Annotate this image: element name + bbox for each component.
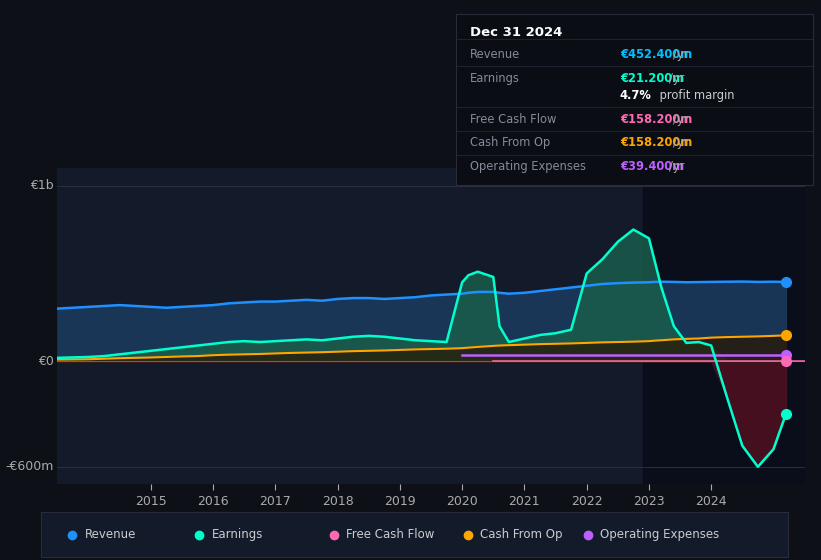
Text: 4.7%: 4.7% xyxy=(620,90,652,102)
Text: /yr: /yr xyxy=(668,160,684,172)
Text: Operating Expenses: Operating Expenses xyxy=(600,528,719,542)
Text: €158.200m: €158.200m xyxy=(620,113,692,127)
Text: /yr: /yr xyxy=(672,49,688,62)
Text: €0: €0 xyxy=(38,355,53,368)
Text: Earnings: Earnings xyxy=(211,528,263,542)
Text: -€600m: -€600m xyxy=(6,460,53,473)
Text: Free Cash Flow: Free Cash Flow xyxy=(346,528,434,542)
Text: Cash From Op: Cash From Op xyxy=(470,136,550,148)
Text: profit margin: profit margin xyxy=(656,90,734,102)
Text: €1b: €1b xyxy=(30,179,53,192)
Text: €452.400m: €452.400m xyxy=(620,49,692,62)
Text: Revenue: Revenue xyxy=(470,49,521,62)
Text: €39.400m: €39.400m xyxy=(620,160,684,172)
Text: Cash From Op: Cash From Op xyxy=(480,528,563,542)
Text: /yr: /yr xyxy=(668,72,684,86)
Text: Operating Expenses: Operating Expenses xyxy=(470,160,586,172)
Text: €21.200m: €21.200m xyxy=(620,72,684,86)
Text: €158.200m: €158.200m xyxy=(620,136,692,148)
Bar xyxy=(643,168,805,484)
Text: /yr: /yr xyxy=(672,136,688,148)
Text: Revenue: Revenue xyxy=(85,528,135,542)
Text: /yr: /yr xyxy=(672,113,688,127)
Text: Dec 31 2024: Dec 31 2024 xyxy=(470,26,562,39)
Text: Earnings: Earnings xyxy=(470,72,520,86)
Text: Free Cash Flow: Free Cash Flow xyxy=(470,113,557,127)
